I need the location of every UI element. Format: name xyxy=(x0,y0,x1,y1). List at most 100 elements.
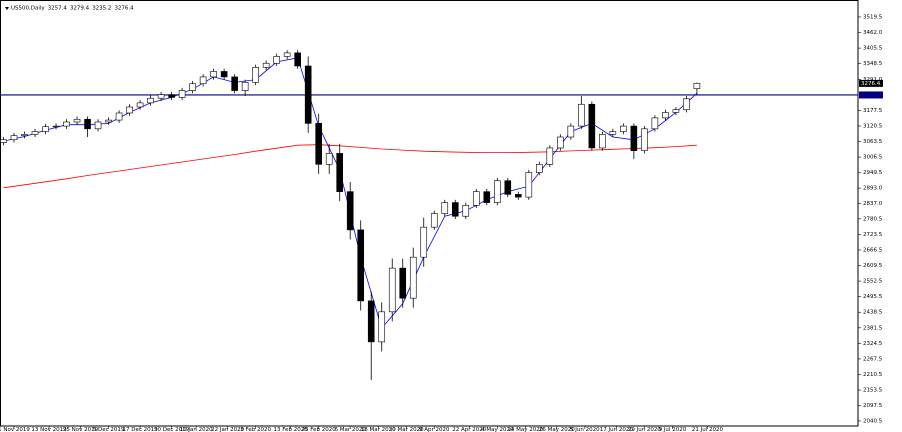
x-tick-label: 4 May 2020 xyxy=(481,427,514,432)
x-tick-label: 1 Nov 2019 xyxy=(0,427,30,432)
candle-body xyxy=(294,52,301,67)
y-tick-label: 2893.0 xyxy=(863,186,883,192)
candle-body xyxy=(178,90,186,98)
x-tick-label: 9 Jul 2020 xyxy=(659,427,687,432)
candle-body xyxy=(388,267,396,313)
x-tick-label: 5 Jun 2020 xyxy=(570,427,600,432)
candle-body xyxy=(63,121,70,127)
moving-average xyxy=(3,144,697,189)
header-arrow xyxy=(5,7,9,10)
candle-body xyxy=(357,229,365,302)
candle-body xyxy=(0,139,7,143)
header-value: 3257.4 xyxy=(48,6,68,12)
x-tick-label: 22 Apr 2020 xyxy=(452,427,487,432)
header-value: 3276.4 xyxy=(114,6,134,12)
candle-body xyxy=(641,128,648,151)
y-tick-label: 2040.5 xyxy=(863,418,883,424)
y-tick-label: 3405.5 xyxy=(863,46,883,52)
candle-body xyxy=(147,97,154,104)
candle-body xyxy=(441,202,449,214)
y-tick-label: 2949.5 xyxy=(863,170,883,176)
x-tick-label: 9 Apr 2020 xyxy=(419,427,450,432)
x-tick-label: 6 Mar 2020 xyxy=(335,427,367,432)
y-tick-label: 3006.5 xyxy=(863,155,883,161)
y-tick-label: 2837.0 xyxy=(863,201,883,207)
header-value: 3279.4 xyxy=(70,6,90,12)
candle-body xyxy=(262,62,270,68)
x-tick-label: 18 Mar 2020 xyxy=(361,427,396,432)
candle-body xyxy=(693,83,701,89)
candle-body xyxy=(336,153,343,192)
y-tick-label: 2267.5 xyxy=(863,356,883,362)
y-tick-label: 2438.5 xyxy=(863,310,883,316)
y-tick-label: 2324.5 xyxy=(863,341,883,347)
candle-body xyxy=(199,76,207,85)
x-tick-label: 17 Jun 2020 xyxy=(600,427,634,432)
x-tick-label: 21 Jul 2020 xyxy=(692,427,724,432)
x-tick-label: 5 Dec 2019 xyxy=(93,427,125,432)
header: US500,Daily 3257.4 3279.4 3235.2 3276.4 xyxy=(11,6,134,12)
candle-body xyxy=(73,118,81,123)
candle-body xyxy=(136,102,144,108)
x-tick-label: 25 Nov 2019 xyxy=(63,427,99,432)
candle-body xyxy=(651,117,659,130)
x-tick-label: 30 Mar 2020 xyxy=(389,427,424,432)
candle-body xyxy=(378,311,386,343)
candle-body xyxy=(683,98,690,111)
candle-body xyxy=(493,180,501,203)
candle-body xyxy=(231,76,238,91)
x-tick-label: 3 Feb 2020 xyxy=(240,427,271,432)
candle-body xyxy=(252,67,259,83)
candle-body xyxy=(115,112,123,121)
x-tick-label: 30 Dec 2019 xyxy=(154,427,190,432)
candle-body xyxy=(409,256,417,299)
y-tick-label: 2381.5 xyxy=(863,325,883,331)
candle-body xyxy=(157,94,165,99)
x-tick-label: 13 Feb 2020 xyxy=(274,427,309,432)
x-tick-label: 29 Jun 2020 xyxy=(628,427,662,432)
candle-body xyxy=(315,123,322,165)
candle-body xyxy=(105,119,112,123)
last-price-label: 3276.4 xyxy=(861,81,881,87)
x-tick-label: 10 Jan 2020 xyxy=(180,427,213,432)
candle-body xyxy=(462,205,470,217)
candle-body xyxy=(420,226,428,258)
candle-body xyxy=(620,125,627,132)
y-tick-label: 2723.5 xyxy=(863,232,883,238)
y-tick-label: 2097.5 xyxy=(863,403,883,409)
candle-body xyxy=(31,131,39,135)
candle-body xyxy=(525,172,533,198)
candle-body xyxy=(273,56,280,64)
header-symbol: US500,Daily xyxy=(11,6,45,12)
candle-body xyxy=(567,125,575,138)
candle-body xyxy=(599,133,606,149)
y-tick-label: 2210.5 xyxy=(863,372,883,378)
y-tick-label: 2495.5 xyxy=(863,294,883,300)
candle-body xyxy=(588,103,596,149)
candle-body xyxy=(578,103,585,127)
y-tick-label: 3519.5 xyxy=(863,14,883,20)
candle-body xyxy=(304,65,312,124)
candle-body xyxy=(504,180,512,195)
candle-body xyxy=(609,131,617,135)
candle-body xyxy=(84,118,91,130)
y-tick-label: 2666.5 xyxy=(863,247,883,253)
x-tick-label: 25 Feb 2020 xyxy=(302,427,337,432)
candle-body xyxy=(52,125,60,128)
last-price-box xyxy=(859,79,883,87)
y-tick-label: 2609.5 xyxy=(863,263,883,269)
candle-body xyxy=(557,136,564,149)
y-tick-label: 3120.5 xyxy=(863,123,883,129)
candle-body xyxy=(483,191,491,203)
candle-body xyxy=(430,213,438,228)
candle-body xyxy=(325,153,333,165)
candle-body xyxy=(630,125,638,151)
candle-body xyxy=(168,94,175,98)
x-tick-label: 14 May 2020 xyxy=(507,427,543,432)
x-tick-label: 26 May 2020 xyxy=(539,427,575,432)
x-tick-label: 13 Nov 2019 xyxy=(31,427,67,432)
candle-body xyxy=(220,71,228,78)
candle-body xyxy=(546,147,554,165)
candle-body xyxy=(94,121,102,130)
